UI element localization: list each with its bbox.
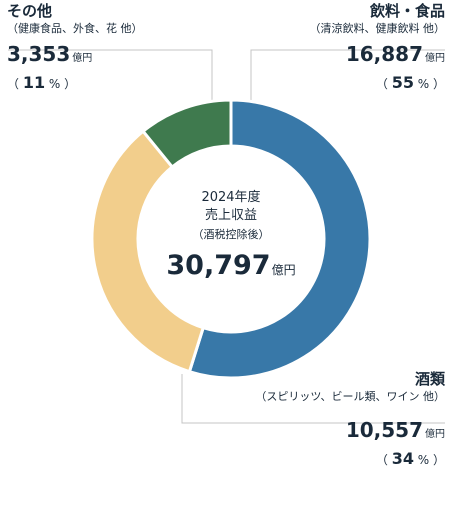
segment-amount: 16,887 億円 — [225, 42, 445, 71]
leader-lines — [8, 49, 445, 424]
segment-name: その他 — [7, 2, 53, 20]
center-title: 売上収益 — [204, 208, 257, 223]
segment-percent: （ 11 % ） — [7, 73, 77, 92]
percent-value: 55 — [391, 73, 414, 92]
segment-name: 飲料・食品 — [369, 2, 445, 20]
segment-label-other: その他 （健康食品、外食、花 他） 3,353 億円 （ 11 % ） — [7, 2, 187, 94]
amount-unit: 億円 — [425, 53, 445, 64]
donut-slice-other — [141, 98, 233, 169]
segment-amount: 3,353 億円 — [7, 42, 187, 71]
total-unit: 億円 — [271, 263, 296, 277]
segment-amount: 10,557 億円 — [185, 418, 445, 447]
total-value: 30,797 — [166, 250, 271, 281]
center-subtitle: （酒税控除後） — [192, 228, 270, 241]
segment-description: （清涼飲料、健康飲料 他） — [309, 22, 446, 35]
segment-description: （スピリッツ、ビール類、ワイン 他） — [255, 390, 445, 403]
percent-value: 11 — [22, 73, 46, 92]
amount-unit: 億円 — [72, 53, 93, 64]
percent-value: 34 — [391, 449, 414, 468]
segment-label-spirits: 酒類 （スピリッツ、ビール類、ワイン 他） 10,557 億円 （ 34 % ） — [185, 370, 445, 470]
segment-percent: （ 55 % ） — [375, 73, 445, 92]
segment-description: （健康食品、外食、花 他） — [7, 22, 143, 35]
amount-unit: 億円 — [425, 429, 445, 440]
amount-value: 3,353 — [7, 42, 71, 66]
donut-slice-spirits — [90, 129, 205, 374]
leader-line-spirits — [181, 374, 445, 424]
segment-percent: （ 34 % ） — [375, 449, 445, 468]
amount-value: 16,887 — [345, 42, 423, 66]
center-year: 2024年度 — [201, 190, 261, 205]
center-total: 30,797億円 — [150, 250, 312, 286]
leader-line-other — [8, 49, 213, 120]
segment-label-beverages: 飲料・食品 （清涼飲料、健康飲料 他） 16,887 億円 （ 55 % ） — [225, 2, 446, 94]
leader-line-beverages — [250, 49, 445, 110]
donut-slice-beverages — [187, 98, 372, 380]
amount-value: 10,557 — [345, 418, 423, 442]
segment-name: 酒類 — [414, 370, 445, 388]
